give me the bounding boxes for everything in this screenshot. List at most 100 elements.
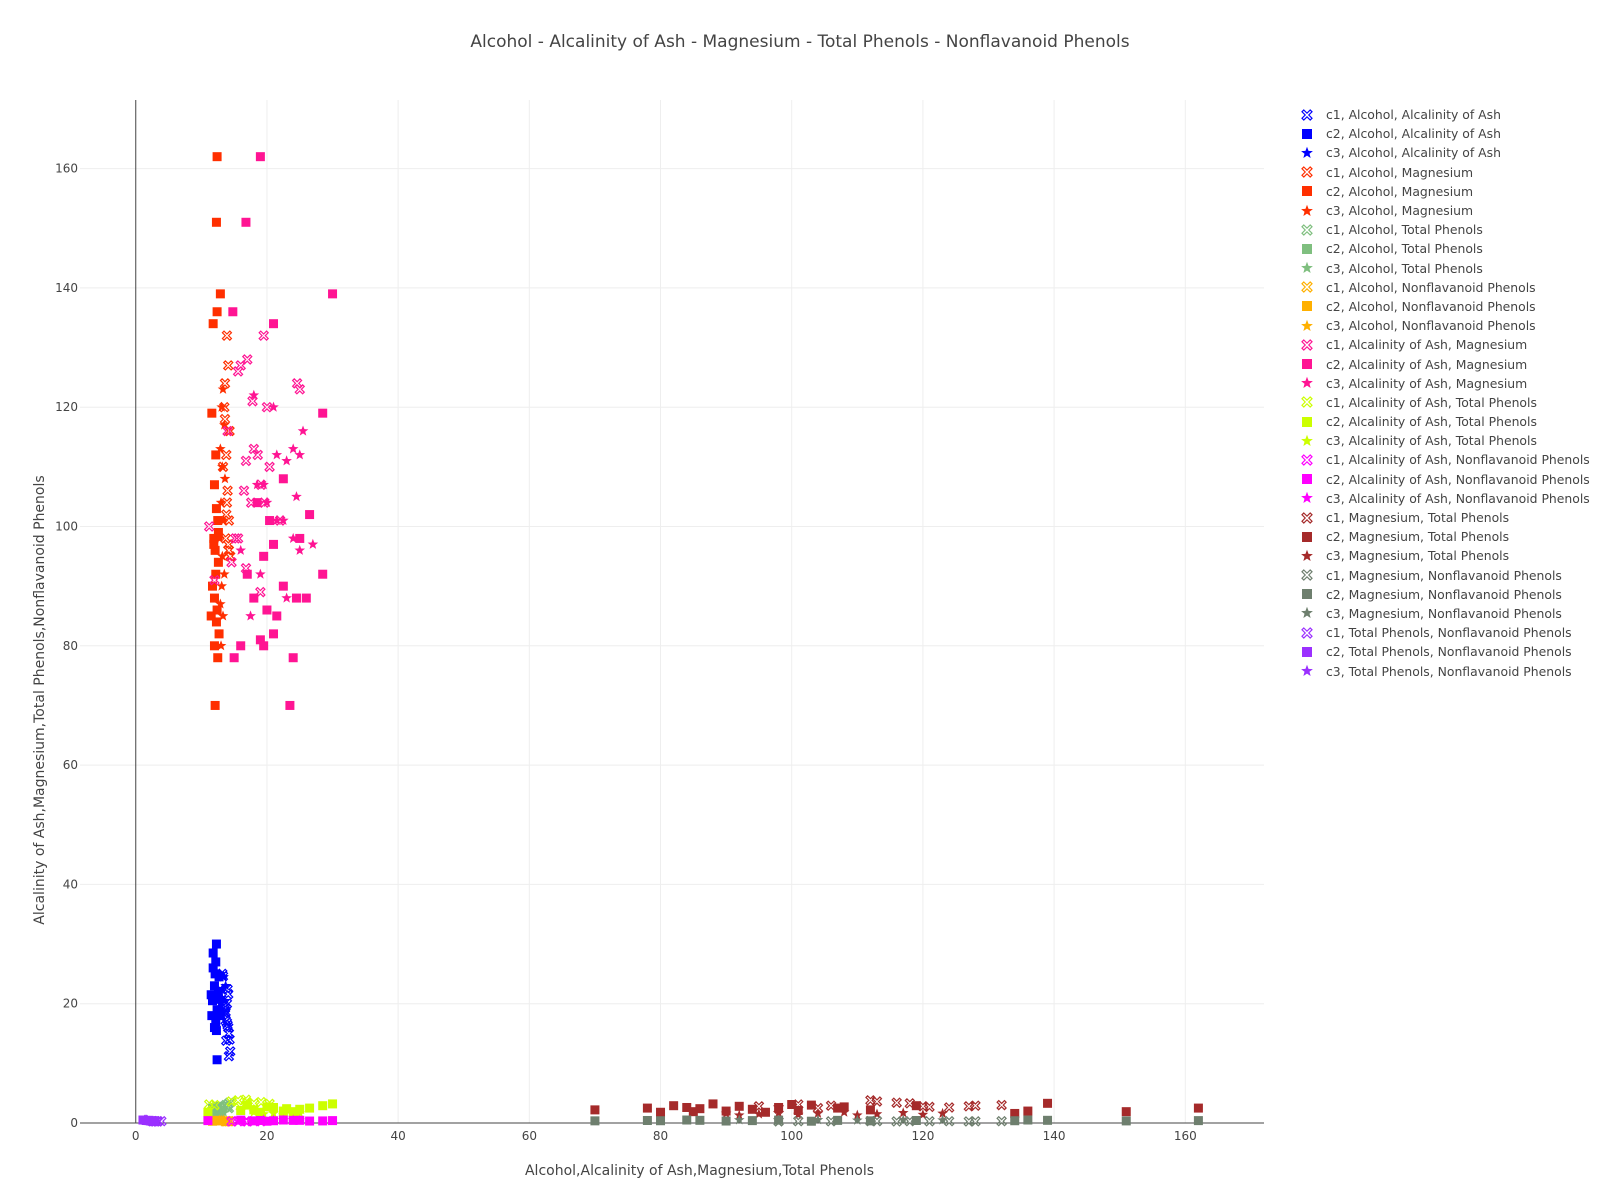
data-point: [222, 539, 234, 550]
legend-item[interactable]: c1, Magnesium, Total Phenols: [1300, 508, 1590, 527]
data-point: [219, 995, 230, 1006]
data-point: [318, 1101, 328, 1111]
legend-item[interactable]: c2, Alcohol, Magnesium: [1300, 182, 1590, 201]
data-point: [211, 1115, 221, 1125]
data-point: [259, 551, 269, 561]
legend-label: c3, Alcalinity of Ash, Magnesium: [1326, 375, 1528, 391]
legend-marker: [1301, 569, 1313, 581]
legend-item[interactable]: c1, Alcohol, Magnesium: [1300, 163, 1590, 182]
legend-item[interactable]: c3, Alcalinity of Ash, Magnesium: [1300, 374, 1590, 393]
y-tick-label: 120: [55, 400, 78, 414]
legend-marker-icon: [1301, 204, 1313, 216]
data-point: [924, 1101, 935, 1113]
legend-marker-icon: [1301, 492, 1313, 504]
legend-item[interactable]: c3, Alcalinity of Ash, Total Phenols: [1300, 431, 1590, 450]
y-axis-title: Alcalinity of Ash,Magnesium,Total Phenol…: [32, 475, 48, 925]
data-point: [214, 986, 226, 997]
legend-item[interactable]: c1, Alcohol, Alcalinity of Ash: [1300, 105, 1590, 124]
data-point: [232, 533, 244, 544]
legend-item[interactable]: c3, Alcalinity of Ash, Nonflavanoid Phen…: [1300, 489, 1590, 508]
legend-marker: [1301, 338, 1313, 351]
data-point: [287, 443, 299, 454]
data-point: [220, 980, 231, 991]
legend-marker-icon: [1301, 454, 1313, 466]
data-point: [1043, 1115, 1053, 1125]
legend-item[interactable]: c2, Total Phenols, Nonflavanoid Phenols: [1300, 642, 1590, 661]
data-point: [216, 401, 227, 412]
data-point: [209, 981, 219, 991]
data-point: [1193, 1116, 1203, 1126]
legend-marker: [1301, 108, 1313, 121]
legend-marker: [1301, 454, 1313, 466]
legend-label: c2, Alcohol, Alcalinity of Ash: [1326, 126, 1501, 142]
data-point: [753, 1108, 765, 1119]
data-point: [216, 992, 227, 1003]
data-point: [773, 1107, 784, 1118]
legend-marker-icon: [1301, 108, 1313, 121]
data-point: [996, 1115, 1007, 1127]
legend-item[interactable]: c1, Magnesium, Nonflavanoid Phenols: [1300, 566, 1590, 585]
legend-item[interactable]: c3, Magnesium, Total Phenols: [1300, 546, 1590, 565]
legend-marker-icon: [1302, 646, 1312, 657]
data-point: [217, 983, 228, 994]
legend-marker: [1301, 319, 1313, 331]
x-tick-label: 120: [911, 1129, 934, 1143]
data-point: [217, 383, 229, 394]
legend-label: c1, Alcohol, Magnesium: [1326, 164, 1474, 180]
legend-item[interactable]: c2, Alcalinity of Ash, Magnesium: [1300, 354, 1590, 373]
x-tick-label: 60: [522, 1129, 537, 1143]
legend-item[interactable]: c2, Alcalinity of Ash, Total Phenols: [1300, 412, 1590, 431]
data-point: [852, 1114, 863, 1125]
y-tick-label: 60: [63, 758, 78, 772]
data-point: [871, 1115, 883, 1127]
legend-item[interactable]: c2, Alcohol, Alcalinity of Ash: [1300, 124, 1590, 143]
data-point: [211, 569, 221, 579]
legend-marker: [1301, 204, 1313, 216]
legend-item[interactable]: c2, Alcohol, Total Phenols: [1300, 239, 1590, 258]
y-tick-label: 20: [63, 997, 78, 1011]
grid-lines: [80, 100, 1264, 1123]
legend-item[interactable]: c3, Alcohol, Magnesium: [1300, 201, 1590, 220]
legend-label: c3, Alcohol, Alcalinity of Ash: [1326, 145, 1501, 161]
legend-item[interactable]: c2, Alcohol, Nonflavanoid Phenols: [1300, 297, 1590, 316]
data-point: [251, 479, 263, 490]
data-point: [255, 152, 265, 162]
legend-item[interactable]: c3, Alcohol, Nonflavanoid Phenols: [1300, 316, 1590, 335]
legend-item[interactable]: c2, Magnesium, Total Phenols: [1300, 527, 1590, 546]
legend-marker: [1301, 607, 1313, 619]
legend-item[interactable]: c1, Alcohol, Nonflavanoid Phenols: [1300, 278, 1590, 297]
y-tick-label: 40: [63, 877, 78, 891]
data-point: [682, 1115, 692, 1125]
legend-item[interactable]: c1, Alcalinity of Ash, Magnesium: [1300, 335, 1590, 354]
legend-item[interactable]: c1, Alcalinity of Ash, Total Phenols: [1300, 393, 1590, 412]
data-point: [812, 1114, 824, 1125]
legend-item[interactable]: c3, Magnesium, Nonflavanoid Phenols: [1300, 604, 1590, 623]
legend-item[interactable]: c1, Alcalinity of Ash, Nonflavanoid Phen…: [1300, 450, 1590, 469]
legend-item[interactable]: c2, Alcalinity of Ash, Nonflavanoid Phen…: [1300, 470, 1590, 489]
data-point: [212, 1055, 222, 1065]
legend-marker-icon: [1302, 589, 1312, 600]
data-point: [278, 581, 288, 591]
legend-label: c3, Magnesium, Nonflavanoid Phenols: [1326, 605, 1562, 621]
data-point: [240, 455, 252, 467]
legend-item[interactable]: c3, Total Phenols, Nonflavanoid Phenols: [1300, 661, 1590, 680]
legend-item[interactable]: c1, Total Phenols, Nonflavanoid Phenols: [1300, 623, 1590, 642]
data-point: [207, 408, 217, 418]
legend-marker: [1302, 186, 1312, 197]
legend-item[interactable]: c1, Alcohol, Total Phenols: [1300, 220, 1590, 239]
legend-marker-icon: [1301, 549, 1313, 561]
legend-marker: [1302, 416, 1312, 427]
data-point: [747, 1104, 757, 1114]
data-point: [656, 1107, 666, 1117]
data-point: [307, 538, 319, 549]
data-point: [1023, 1106, 1033, 1116]
legend-item[interactable]: c3, Alcohol, Total Phenols: [1300, 259, 1590, 278]
legend-item[interactable]: c2, Magnesium, Nonflavanoid Phenols: [1300, 585, 1590, 604]
legend-marker-icon: [1302, 474, 1312, 485]
data-point: [211, 957, 221, 967]
legend: c1, Alcohol, Alcalinity of Ash c2, Alcoho…: [1300, 105, 1590, 681]
legend-label: c2, Magnesium, Nonflavanoid Phenols: [1326, 586, 1562, 602]
legend-item[interactable]: c3, Alcohol, Alcalinity of Ash: [1300, 143, 1590, 162]
data-point: [328, 1116, 338, 1126]
data-point: [210, 545, 220, 555]
